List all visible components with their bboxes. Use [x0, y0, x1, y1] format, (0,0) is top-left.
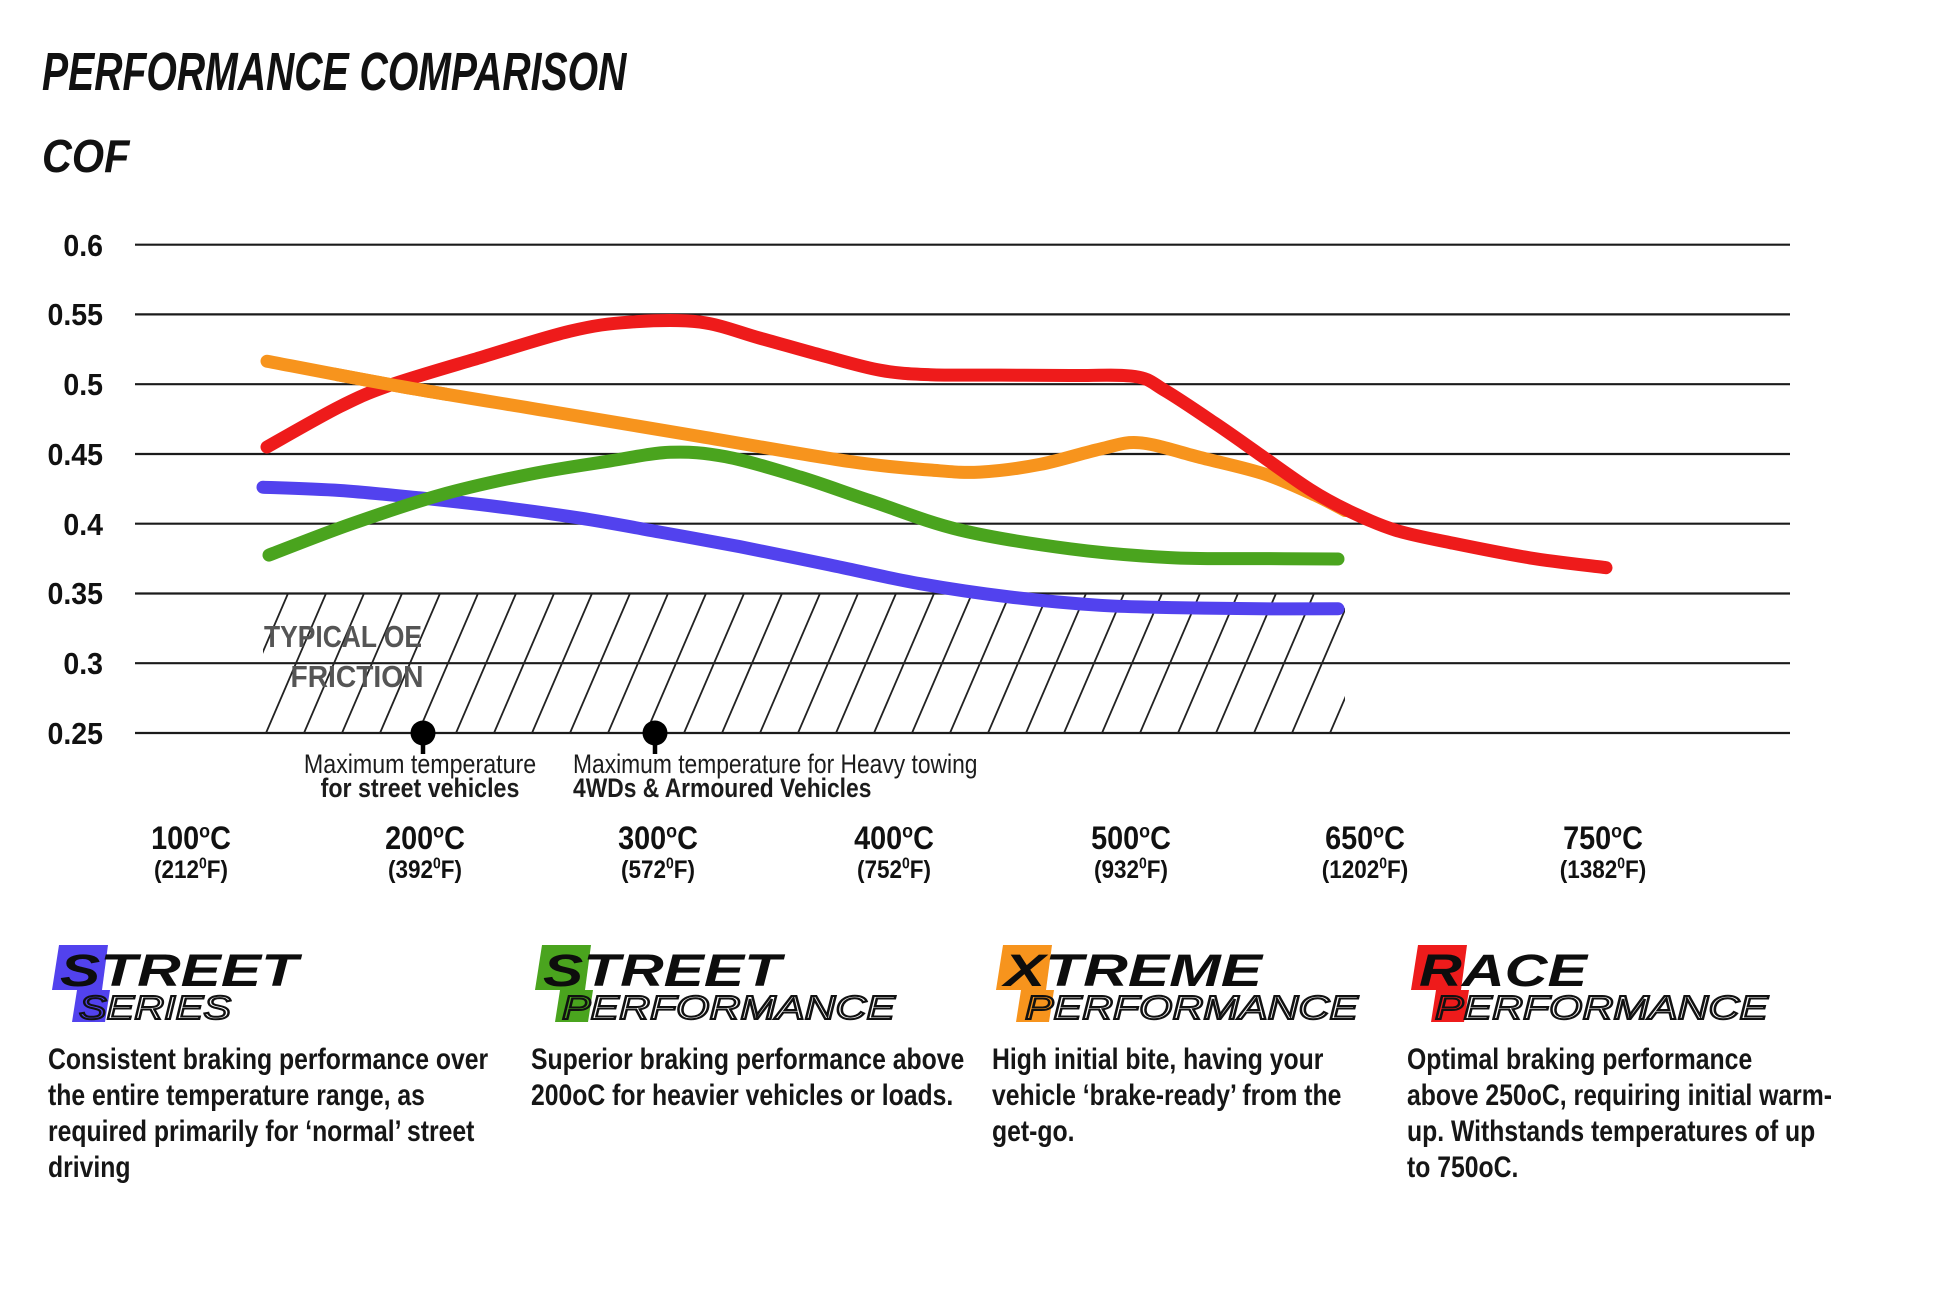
- svg-text:RACE: RACE: [1419, 945, 1590, 996]
- svg-text:PERFORMANCE: PERFORMANCE: [1025, 989, 1359, 1026]
- svg-text:TYPICAL OE: TYPICAL OE: [264, 619, 422, 654]
- svg-text:STREET: STREET: [543, 945, 786, 996]
- svg-text:XTREME: XTREME: [1000, 945, 1265, 996]
- svg-text:PERFORMANCE: PERFORMANCE: [562, 989, 896, 1026]
- svg-text:STREET: STREET: [60, 945, 303, 996]
- svg-text:FRICTION: FRICTION: [291, 659, 424, 694]
- svg-text:PERFORMANCE: PERFORMANCE: [1435, 989, 1769, 1026]
- svg-text:SERIES: SERIES: [79, 989, 231, 1026]
